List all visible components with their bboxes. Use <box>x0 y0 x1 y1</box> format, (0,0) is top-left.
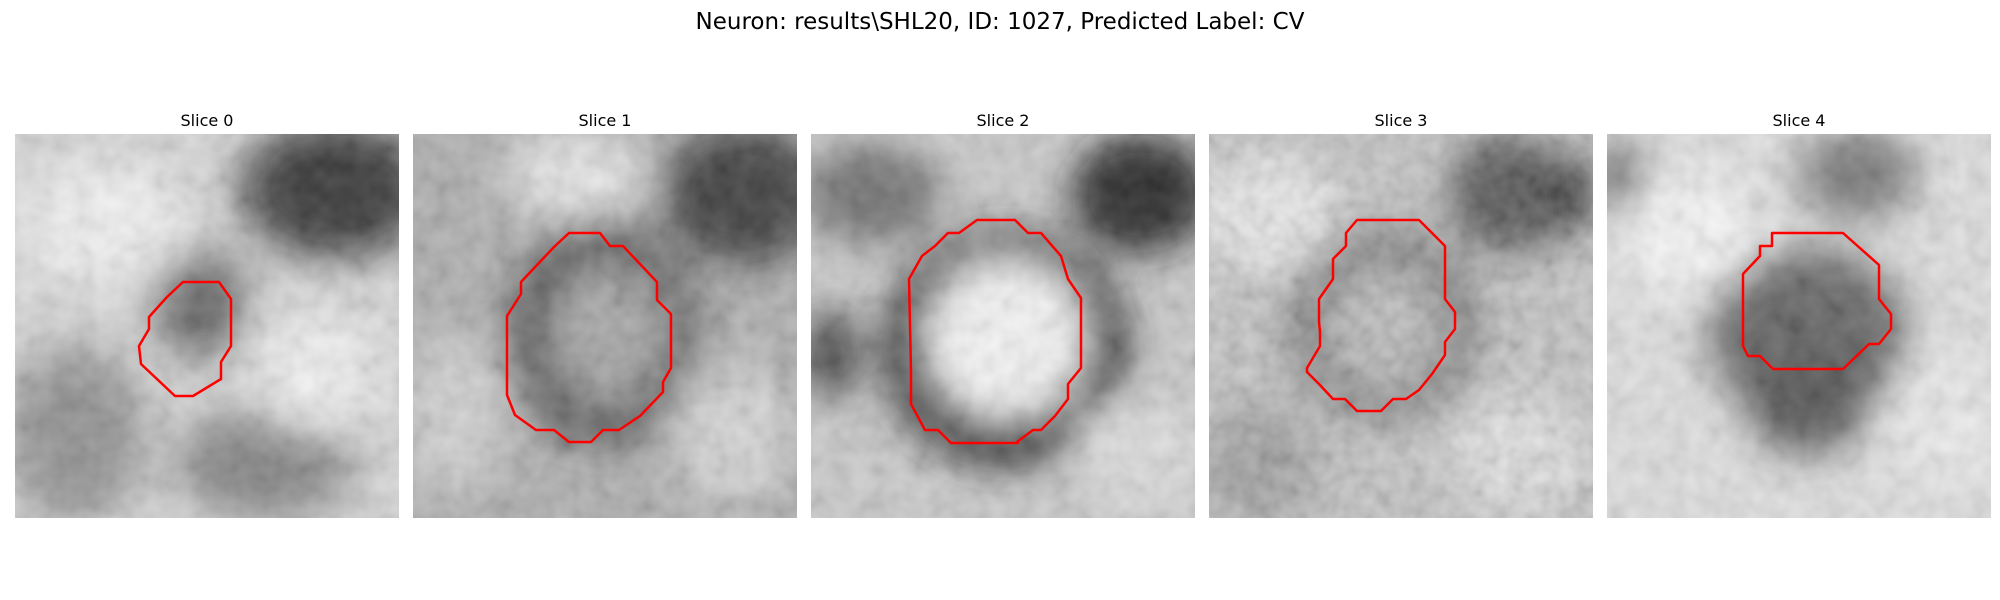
slice-title: Slice 1 <box>578 111 632 130</box>
slice-panel-3: Slice 3 <box>1209 108 1593 518</box>
slice-panel-1: Slice 1 <box>413 108 797 518</box>
slice-image <box>1607 134 1991 518</box>
slice-title: Slice 2 <box>976 111 1030 130</box>
slice-title: Slice 0 <box>180 111 234 130</box>
slice-title: Slice 3 <box>1374 111 1428 130</box>
figure-title: Neuron: results\SHL20, ID: 1027, Predict… <box>695 9 1305 35</box>
slice-title: Slice 4 <box>1772 111 1826 130</box>
slice-image <box>413 134 797 518</box>
slice-panel-4: Slice 4 <box>1607 108 1991 518</box>
slice-panel-0: Slice 0 <box>15 108 399 518</box>
slice-image <box>1209 134 1593 518</box>
slice-image <box>811 134 1195 518</box>
slice-panel-2: Slice 2 <box>811 108 1195 518</box>
slice-image <box>15 134 399 518</box>
